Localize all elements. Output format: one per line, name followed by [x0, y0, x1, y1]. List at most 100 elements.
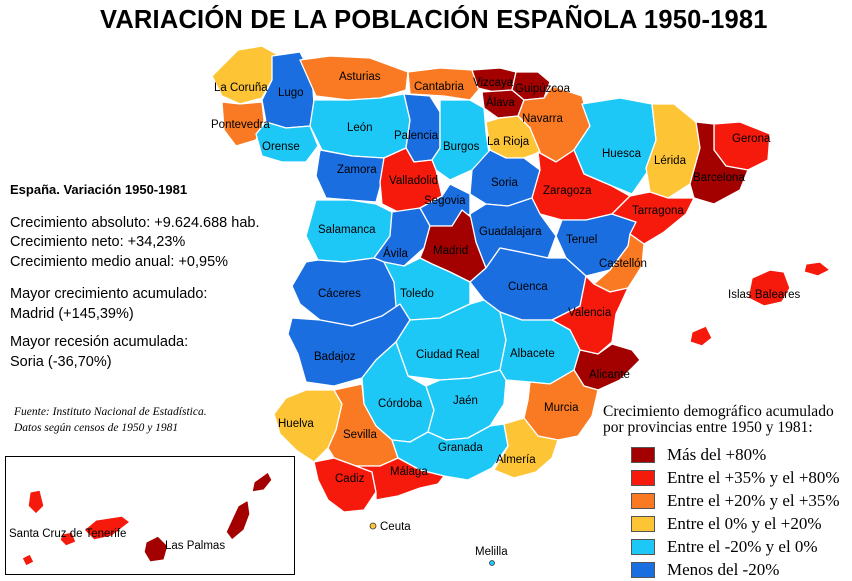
province-valencia[interactable]: [551, 275, 629, 355]
label-alicante: Alicante: [589, 369, 630, 381]
ceuta-point[interactable]: [369, 522, 377, 530]
label-jaen: Jaén: [453, 395, 478, 407]
province-palencia[interactable]: [403, 93, 441, 163]
label-guadalajara: Guadalajara: [479, 226, 542, 238]
label-madrid: Madrid: [433, 245, 468, 257]
province-lerida[interactable]: [645, 103, 701, 199]
province-asturias[interactable]: [299, 55, 409, 101]
province-santa-cruz-tenerife-tenerife[interactable]: [83, 515, 131, 541]
label-cordoba: Córdoba: [378, 398, 423, 410]
province-islas-baleares-ibiza[interactable]: [689, 325, 713, 347]
label-pontevedra: Pontevedra: [211, 119, 270, 131]
label-palencia: Palencia: [394, 130, 439, 142]
legend-item: Entre el +20% y el +35%: [603, 489, 852, 512]
label-vizcaya: Vizcaya: [473, 77, 514, 89]
stat-annual: Crecimiento medio anual: +0,95%: [10, 253, 229, 270]
legend-title-line-2: por provincias entre 1950 y 1981:: [603, 419, 813, 436]
stat-max-value: Madrid (+145,39%): [10, 305, 134, 322]
province-toledo[interactable]: [383, 257, 471, 321]
label-guipuzcoa: Guipúzcoa: [515, 83, 571, 95]
province-guadalajara[interactable]: [469, 197, 557, 269]
province-las-palmas-fuerteventura[interactable]: [225, 499, 251, 541]
label-almeria: Almería: [496, 454, 536, 466]
label-sevilla: Sevilla: [343, 429, 377, 441]
stat-max-label: Mayor crecimiento acumulado:: [10, 286, 208, 302]
legend-swatch: [631, 469, 655, 486]
legend-swatch: [631, 492, 655, 509]
label-valladolid: Valladolid: [389, 175, 438, 187]
label-zaragoza: Zaragoza: [543, 185, 592, 197]
label-badajoz: Badajoz: [314, 351, 356, 363]
label-castellon: Castellón: [599, 258, 647, 270]
province-alicante[interactable]: [573, 343, 641, 391]
label-la-rioja: La Rioja: [487, 136, 530, 148]
legend-item: Entre el +35% y el +80%: [603, 466, 852, 489]
province-orense[interactable]: [255, 121, 319, 163]
legend-label: Menos del -20%: [667, 559, 780, 579]
label-albacete: Albacete: [510, 348, 555, 360]
province-almeria[interactable]: [493, 417, 559, 479]
province-santa-cruz-tenerife-la-palma[interactable]: [27, 489, 45, 515]
label-ceuta: Ceuta: [380, 521, 411, 533]
legend-item: Entre el 0% y el +20%: [603, 512, 852, 535]
province-las-palmas-gran-canaria[interactable]: [143, 535, 169, 563]
label-salamanca: Salamanca: [318, 224, 376, 236]
province-labels-layer: La Coruña Lugo Asturias Cantabria Vizcay…: [9, 71, 800, 558]
label-soria: Soria: [491, 177, 518, 189]
legend-label: Entre el -20% y el 0%: [667, 536, 818, 556]
label-avila: Ávila: [383, 247, 409, 260]
label-teruel: Teruel: [566, 234, 597, 246]
stat-min-label: Mayor recesión acumulada:: [10, 334, 189, 350]
stats-heading: España. Variación 1950-1981: [10, 182, 188, 197]
melilla-point[interactable]: [489, 560, 495, 566]
provinces-layer: [21, 45, 831, 567]
legend-item: Entre el -20% y el 0%: [603, 535, 852, 558]
legend-title: Crecimiento demográfico acumulado por pr…: [603, 404, 852, 436]
label-granada: Granada: [438, 442, 483, 454]
legend-swatch: [631, 446, 655, 463]
canary-islands-inset-frame: [5, 456, 295, 575]
legend-swatch: [631, 515, 655, 532]
label-ciudad-real: Ciudad Real: [416, 349, 479, 361]
province-cadiz[interactable]: [313, 457, 377, 513]
province-jaen[interactable]: [425, 369, 507, 441]
legend-label: Entre el +35% y el +80%: [667, 467, 840, 487]
province-santa-cruz-tenerife-hierro[interactable]: [21, 553, 35, 567]
label-toledo: Toledo: [400, 288, 434, 300]
province-santa-cruz-tenerife-gomera[interactable]: [59, 531, 77, 547]
province-tarragona[interactable]: [611, 191, 695, 245]
label-segovia: Segovia: [424, 195, 466, 207]
legend-label: Entre el +20% y el +35%: [667, 490, 840, 510]
province-malaga[interactable]: [355, 457, 445, 501]
legend-label: Entre el 0% y el +20%: [667, 513, 822, 533]
province-barcelona[interactable]: [689, 121, 749, 205]
province-zamora[interactable]: [315, 149, 385, 203]
province-islas-baleares-menorca[interactable]: [803, 261, 831, 277]
label-navarra: Navarra: [522, 113, 564, 125]
province-las-palmas-lanzarote[interactable]: [251, 471, 273, 493]
label-burgos: Burgos: [443, 141, 480, 153]
province-murcia[interactable]: [523, 369, 599, 441]
label-murcia: Murcia: [544, 402, 579, 414]
label-alava: Álava: [486, 96, 515, 109]
legend-title-line-1: Crecimiento demográfico acumulado: [603, 403, 834, 420]
label-huesca: Huesca: [602, 148, 642, 160]
label-cadiz: Cadiz: [335, 473, 365, 485]
label-lerida: Lérida: [654, 155, 687, 167]
label-lugo: Lugo: [278, 87, 304, 99]
legend-item: Menos del -20%: [603, 558, 852, 581]
province-huesca[interactable]: [573, 97, 657, 195]
label-caceres: Cáceres: [318, 288, 361, 300]
stat-net: Crecimiento neto: +34,23%: [10, 234, 186, 250]
label-las-palmas: Las Palmas: [165, 540, 225, 552]
province-islas-baleares-mallorca[interactable]: [747, 269, 791, 307]
source-line-1: Fuente: Instituto Nacional de Estadístic…: [14, 406, 207, 418]
label-tarragona: Tarragona: [632, 205, 684, 217]
stat-min-value: Soria (-36,70%): [10, 353, 112, 370]
label-asturias: Asturias: [339, 71, 381, 83]
label-gerona: Gerona: [732, 133, 771, 145]
label-malaga: Málaga: [390, 466, 428, 478]
legend-item: Más del +80%: [603, 443, 852, 466]
source-note: Fuente: Instituto Nacional de Estadístic…: [14, 404, 207, 436]
